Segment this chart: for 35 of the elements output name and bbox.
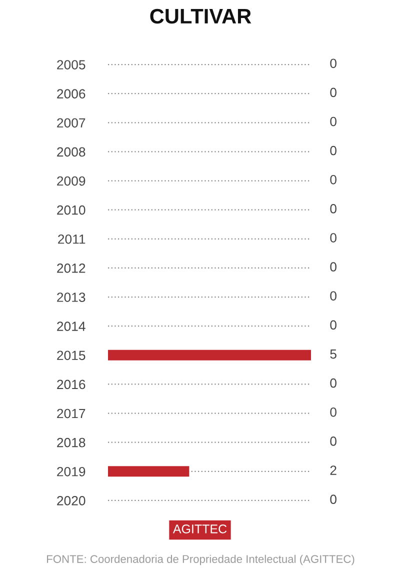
data-label: 0 [330,262,336,272]
data-label: 0 [330,174,336,184]
data-label: 0 [330,494,336,504]
y-tick-label: 2007 [57,118,86,128]
y-tick-label: 2008 [57,147,86,157]
data-label: 2 [330,466,336,475]
source-note: FONTE: Coordenadoria de Propriedade Intelectual (AGITTEC) [47,554,354,566]
data-label: 0 [330,58,336,68]
data-label: 0 [330,116,336,126]
data-label: 0 [330,233,336,242]
data-label: 5 [330,349,336,359]
data-label: 0 [330,436,336,446]
y-tick-label: 2016 [57,380,86,390]
y-tick-label: 2020 [57,496,86,506]
y-tick-label: 2017 [57,408,86,418]
data-label: 0 [330,204,336,214]
y-tick-label: 2010 [57,205,86,215]
y-tick-label: 2012 [57,264,86,273]
text: AGITTEC [172,524,227,534]
data-label: 0 [330,378,336,388]
y-tick-label: 2005 [57,60,86,70]
y-tick-label: 2009 [57,176,86,186]
data-label: 0 [330,291,336,301]
data-label: 0 [330,88,336,98]
y-tick-label: 2014 [57,322,86,332]
y-tick-label: 2011 [58,234,86,244]
y-tick-label: 2019 [57,466,86,476]
y-tick-label: 2018 [57,438,86,448]
y-tick-label: 2013 [57,292,86,302]
chart-title: CULTIVAR [150,8,252,24]
y-tick-label: 2006 [57,89,86,99]
data-label: 0 [330,407,336,417]
data-label: 0 [330,320,336,330]
data-label: 0 [330,146,336,156]
y-tick-label: 2015 [57,350,86,360]
